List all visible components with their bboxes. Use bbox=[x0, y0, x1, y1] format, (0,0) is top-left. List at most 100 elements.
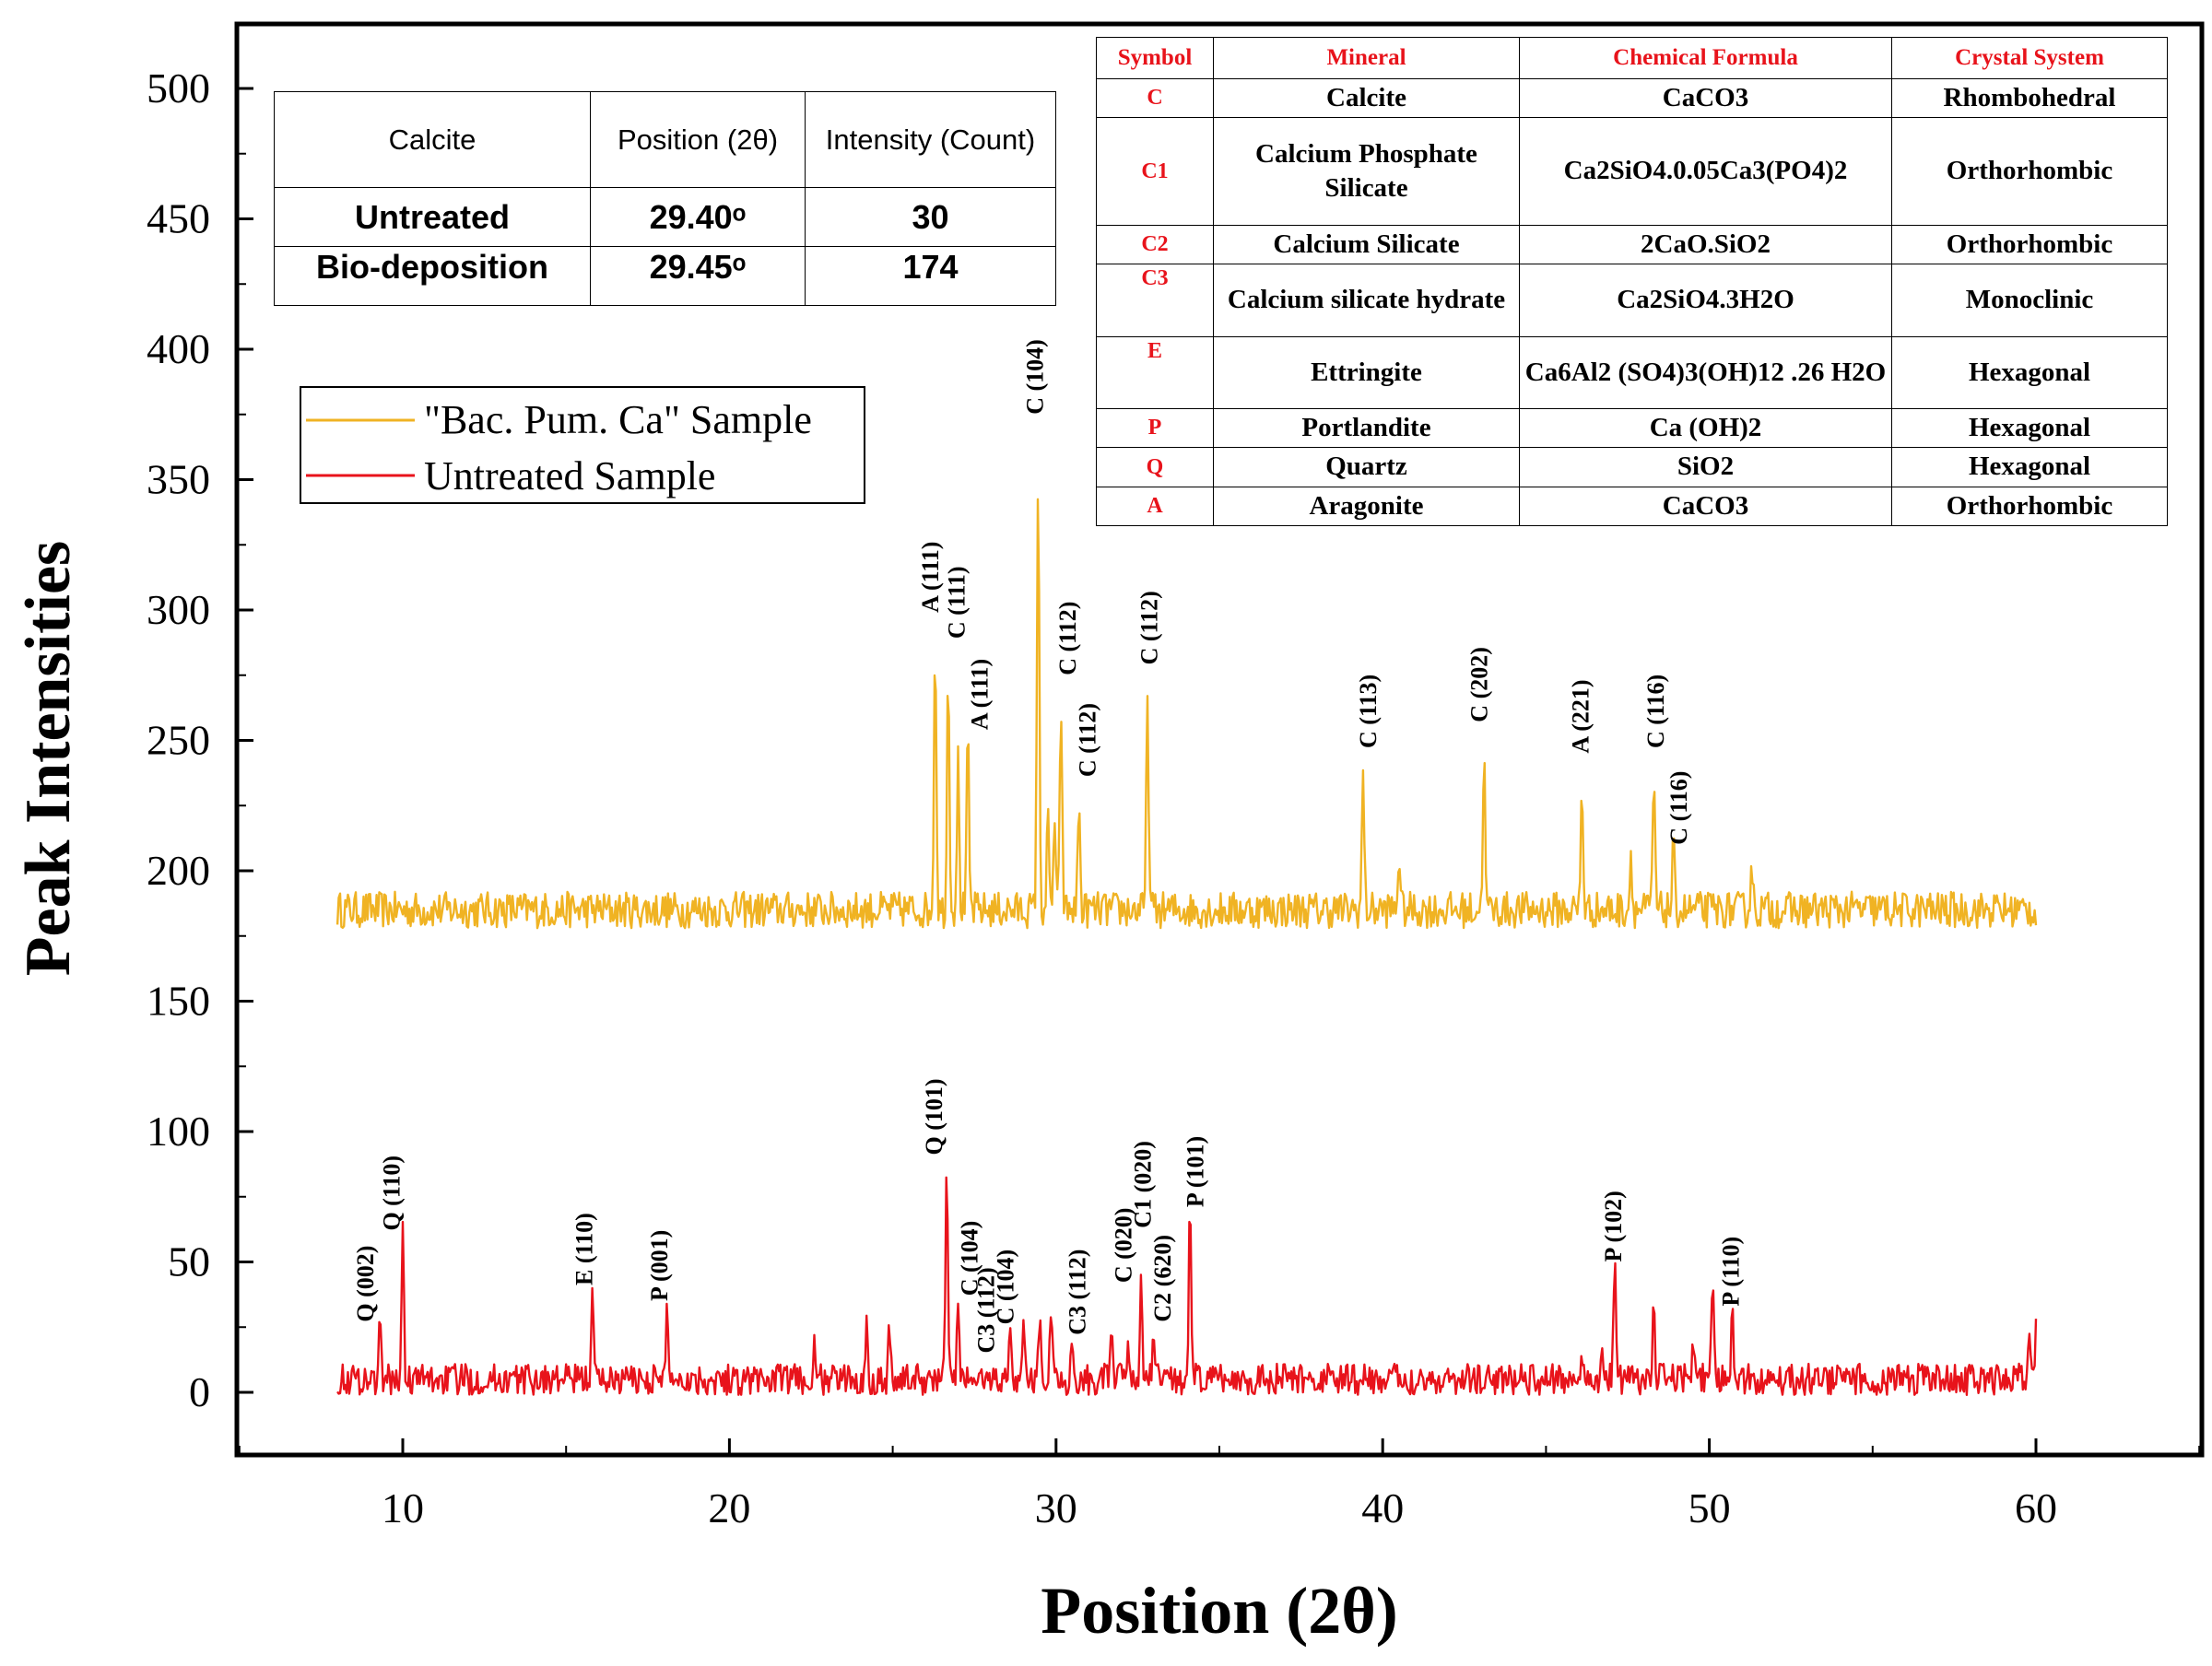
mineral-table: Symbol Mineral Chemical Formula Crystal … bbox=[1096, 36, 2168, 527]
mineral-row: C1 Calcium Phosphate Silicate Ca2SiO4.0.… bbox=[1096, 117, 2168, 227]
peak-label: C (112) bbox=[1074, 703, 1100, 777]
calcite-cell: Bio-deposition bbox=[274, 246, 591, 306]
x-axis: 10 20 30 40 50 60 bbox=[238, 1438, 2201, 1531]
y-tick-label: 150 bbox=[147, 978, 210, 1025]
series-line-treated bbox=[335, 498, 2038, 930]
peak-label: P (110) bbox=[1717, 1237, 1744, 1307]
peak-label: C (111) bbox=[944, 566, 971, 639]
mineral-symbol: C1 bbox=[1096, 117, 1214, 227]
peak-label: A (111) bbox=[917, 542, 944, 613]
calcite-cell: Untreated bbox=[274, 187, 591, 248]
mineral-symbol: A bbox=[1096, 486, 1214, 527]
mineral-symbol: C bbox=[1096, 78, 1214, 119]
mineral-row: C Calcite CaCO3 Rhombohedral bbox=[1096, 78, 2168, 119]
peak-label: C (104) bbox=[957, 1221, 983, 1296]
mineral-symbol: Q bbox=[1096, 447, 1214, 487]
y-tick-label: 100 bbox=[147, 1108, 210, 1155]
mineral-table-header: Symbol Mineral Chemical Formula Crystal … bbox=[1096, 36, 2168, 80]
mineral-symbol: P bbox=[1096, 408, 1214, 449]
calcite-header-position: Position (2θ) bbox=[590, 90, 806, 189]
peak-label: C (116) bbox=[1665, 771, 1692, 845]
peak-label: A (221) bbox=[1567, 679, 1594, 753]
peak-label: C (112) bbox=[1136, 591, 1163, 664]
x-tick-label: 60 bbox=[2015, 1484, 2057, 1531]
mineral-crystal: Hexagonal bbox=[1891, 408, 2168, 449]
calcite-cell: 29.45ᵒ bbox=[590, 246, 806, 306]
mineral-crystal: Orthorhombic bbox=[1891, 486, 2168, 527]
y-axis-title: Peak Intensities bbox=[13, 541, 84, 977]
peak-label: C (116) bbox=[1642, 675, 1669, 748]
y-tick-label: 450 bbox=[147, 195, 210, 242]
mineral-header-symbol: Symbol bbox=[1096, 36, 1214, 80]
peak-label: P (001) bbox=[646, 1230, 673, 1301]
mineral-name: Calcium silicate hydrate bbox=[1213, 264, 1520, 337]
mineral-name: Calcite bbox=[1213, 78, 1520, 119]
peak-label: A (111) bbox=[966, 659, 993, 730]
y-axis: 0 50 100 150 200 250 300 350 400 450 500 bbox=[147, 65, 253, 1415]
mineral-name: Aragonite bbox=[1213, 486, 1520, 527]
calcite-cell: 174 bbox=[805, 246, 1056, 306]
peak-label: C (112) bbox=[1054, 602, 1081, 675]
mineral-crystal: Hexagonal bbox=[1891, 447, 2168, 487]
mineral-formula: Ca (OH)2 bbox=[1519, 408, 1892, 449]
x-tick-label: 40 bbox=[1361, 1484, 1404, 1531]
y-tick-label: 50 bbox=[168, 1238, 210, 1285]
calcite-header-calcite: Calcite bbox=[274, 90, 591, 189]
peak-label: C3 (112) bbox=[1065, 1250, 1091, 1335]
mineral-row: P Portlandite Ca (OH)2 Hexagonal bbox=[1096, 408, 2168, 449]
mineral-name: Quartz bbox=[1213, 447, 1520, 487]
mineral-row: C3 Calcium silicate hydrate Ca2SiO4.3H2O… bbox=[1096, 264, 2168, 337]
x-tick-label: 20 bbox=[708, 1484, 750, 1531]
peak-label: C (104) bbox=[993, 1250, 1019, 1325]
legend-box bbox=[300, 386, 865, 504]
mineral-header-crystal: Crystal System bbox=[1891, 36, 2168, 80]
mineral-symbol: E bbox=[1096, 335, 1214, 410]
mineral-formula: Ca6Al2 (SO4)3(OH)12 .26 H2O bbox=[1519, 335, 1892, 410]
mineral-formula: 2CaO.SiO2 bbox=[1519, 225, 1892, 265]
peak-label: C (202) bbox=[1466, 647, 1493, 722]
peak-label: Q (002) bbox=[352, 1246, 379, 1322]
mineral-header-formula: Chemical Formula bbox=[1519, 36, 1892, 80]
calcite-cell: 30 bbox=[805, 187, 1056, 248]
peak-label: P (102) bbox=[1600, 1191, 1627, 1261]
mineral-header-mineral: Mineral bbox=[1213, 36, 1520, 80]
peak-label: C3 (112) bbox=[972, 1267, 999, 1353]
x-tick-label: 10 bbox=[382, 1484, 424, 1531]
peak-label: E (110) bbox=[571, 1213, 598, 1285]
peak-label: C1 (020) bbox=[1130, 1141, 1157, 1228]
series-layer bbox=[335, 498, 2038, 1397]
mineral-row: E Ettringite Ca6Al2 (SO4)3(OH)12 .26 H2O… bbox=[1096, 335, 2168, 410]
peak-annotations: A (111) C (111)A (111)C (104)C (112)C (11… bbox=[352, 339, 1744, 1353]
calcite-row-untreated: Untreated 29.40ᵒ 30 bbox=[274, 187, 1056, 248]
legend-label-untreated: Untreated Sample bbox=[424, 453, 715, 499]
calcite-cell: 29.40ᵒ bbox=[590, 187, 806, 248]
x-axis-title: Position (2θ) bbox=[1041, 1574, 1398, 1648]
mineral-formula: Ca2SiO4.0.05Ca3(PO4)2 bbox=[1519, 117, 1892, 227]
calcite-row-biodeposition: Bio-deposition 29.45ᵒ 174 bbox=[274, 246, 1056, 306]
peak-label: C (113) bbox=[1355, 675, 1382, 748]
peak-label: P (101) bbox=[1182, 1136, 1208, 1207]
mineral-crystal: Hexagonal bbox=[1891, 335, 2168, 410]
calcite-header-intensity: Intensity (Count) bbox=[805, 90, 1056, 189]
mineral-formula: CaCO3 bbox=[1519, 78, 1892, 119]
mineral-name: Ettringite bbox=[1213, 335, 1520, 410]
peak-label: Q (101) bbox=[921, 1078, 947, 1155]
y-tick-label: 250 bbox=[147, 717, 210, 764]
peak-label: C2 (620) bbox=[1149, 1235, 1176, 1322]
legend-label-treated: "Bac. Pum. Ca" Sample bbox=[424, 397, 812, 442]
mineral-crystal: Orthorhombic bbox=[1891, 117, 2168, 227]
mineral-row: Q Quartz SiO2 Hexagonal bbox=[1096, 447, 2168, 487]
peak-label: Q (110) bbox=[378, 1156, 405, 1231]
calcite-table: Calcite Position (2θ) Intensity (Count) … bbox=[274, 90, 1056, 306]
x-tick-label: 30 bbox=[1035, 1484, 1077, 1531]
x-tick-label: 50 bbox=[1688, 1484, 1731, 1531]
calcite-table-header: Calcite Position (2θ) Intensity (Count) bbox=[274, 90, 1056, 189]
peak-label: C (020) bbox=[1110, 1208, 1136, 1284]
mineral-symbol: C3 bbox=[1096, 264, 1214, 337]
mineral-name: Calcium Silicate bbox=[1213, 225, 1520, 265]
y-tick-label: 500 bbox=[147, 65, 210, 111]
mineral-row: A Aragonite CaCO3 Orthorhombic bbox=[1096, 486, 2168, 527]
y-tick-label: 200 bbox=[147, 847, 210, 894]
series-line-untreated bbox=[336, 1176, 2038, 1397]
